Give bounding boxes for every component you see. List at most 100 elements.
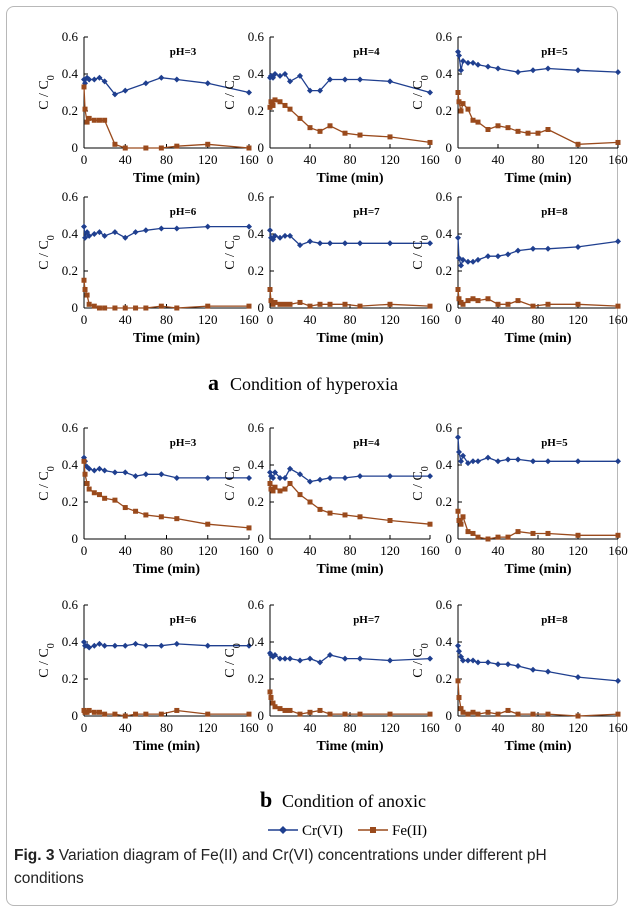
ph-annotation: pH=3 [170,437,197,449]
data-point [327,240,333,247]
data-point [297,492,303,498]
ph-annotation: pH=4 [353,437,380,449]
x-tick-label: 40 [119,543,132,558]
y-tick-label: 0.4 [62,66,79,81]
y-tick-label: 0.6 [248,189,265,204]
data-point [86,465,93,472]
y-tick-label: 0.2 [62,263,78,278]
data-point [91,467,98,474]
y-tick-label: 0.4 [248,457,265,472]
data-point [111,229,118,236]
y-tick-label: 0.2 [436,671,452,686]
y-tick-label: 0 [258,140,265,155]
data-point [327,651,333,658]
data-point [287,78,293,85]
legend: Cr(VI) Fe(II) [268,823,427,839]
legend-cr-label: Cr(VI) [302,823,343,839]
data-point [530,67,536,74]
data-point [268,99,274,105]
data-point [505,707,511,713]
data-point [277,234,283,241]
y-tick-label: 0 [72,300,79,315]
data-point [282,474,288,481]
data-point [91,117,97,123]
data-point [102,117,108,123]
x-tick-label: 40 [492,312,505,327]
data-point [174,143,180,149]
y-axis-label: C / C0 [223,235,243,270]
y-axis-label: C / C0 [223,466,243,501]
data-point [82,471,88,477]
data-point [96,640,103,647]
data-point [465,258,471,265]
chart-b-pH3: 0 0.2 0.4 0.6 0 40 80 120 160 Time (min) C / C0 pH=… [37,420,259,577]
x-tick-label: 0 [455,543,462,558]
data-point [96,492,102,498]
data-point [458,706,464,712]
charts-group: 0 0.2 0.4 0.6 0 40 80 120 160 Time (min) C / C0 pH=… [37,29,628,754]
data-point [327,510,333,516]
data-point [515,128,521,134]
data-point [277,706,283,712]
data-point [133,711,139,717]
data-point [465,460,471,467]
x-tick-label: 40 [304,312,317,327]
data-point [277,301,283,307]
data-point [427,655,433,662]
data-point [111,91,118,98]
data-point [530,711,536,717]
y-tick-label: 0.6 [436,420,453,435]
x-axis-label: Time (min) [316,171,383,186]
data-point [173,640,180,647]
data-point [142,642,149,649]
data-point [515,298,521,304]
data-point [122,234,129,241]
data-point [132,229,139,236]
data-point [615,303,621,309]
y-tick-label: 0.4 [62,457,79,472]
series-line [457,511,618,540]
data-point [615,238,621,245]
data-point [86,644,93,651]
data-point [287,301,293,307]
data-point [143,305,149,311]
data-point [460,657,466,664]
x-axis-label: Time (min) [133,171,200,186]
data-point [495,123,501,129]
x-tick-label: 40 [492,720,505,735]
data-point [307,125,313,131]
data-point [277,72,283,79]
data-point [267,689,273,695]
chart-a-pH3: 0 0.2 0.4 0.6 0 40 80 120 160 Time (min) C / C0 pH=… [37,29,259,186]
data-point [495,661,501,668]
data-point [460,709,466,715]
data-point [277,474,283,481]
data-point [111,469,118,476]
x-tick-label: 80 [532,152,545,167]
x-tick-label: 160 [608,152,628,167]
data-point [545,668,551,675]
series-line [269,230,430,246]
data-point [545,65,551,72]
data-point [460,301,466,307]
data-point [246,89,252,96]
y-tick-label: 0.6 [62,189,79,204]
data-point [342,240,348,247]
y-tick-label: 0.4 [436,66,453,81]
data-point [268,298,274,304]
x-tick-label: 80 [160,312,173,327]
data-point [485,63,491,70]
x-tick-label: 120 [380,152,400,167]
y-tick-label: 0 [446,300,453,315]
data-point [267,104,273,110]
data-point [427,139,433,145]
data-point [270,700,276,706]
data-point [505,301,511,307]
data-point [307,87,313,94]
x-tick-label: 160 [420,720,440,735]
caption-text: Variation diagram of Fe(II) and Cr(VI) c… [14,847,547,887]
data-point [465,529,471,535]
x-tick-label: 120 [568,152,588,167]
x-tick-label: 0 [81,312,88,327]
data-point [515,663,521,670]
